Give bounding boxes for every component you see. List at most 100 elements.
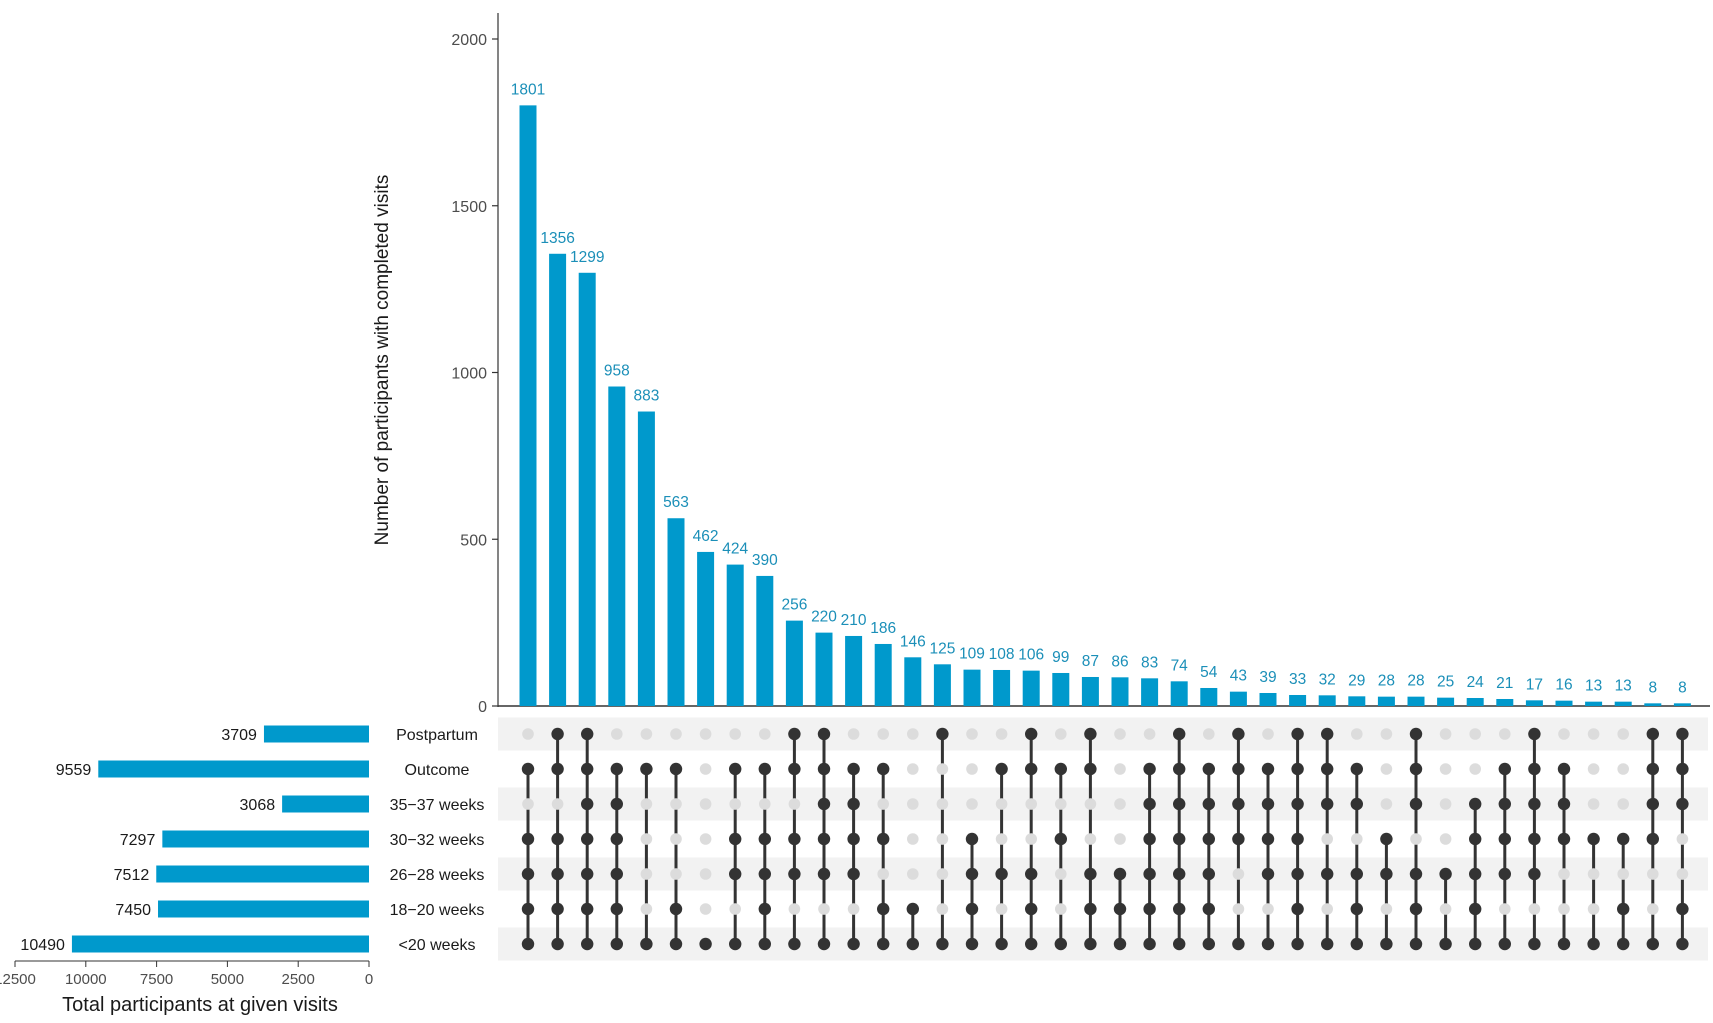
matrix-dot-filled xyxy=(1528,762,1541,776)
intersection-bar xyxy=(608,386,626,706)
y-axis-label: Number of participants with completed vi… xyxy=(372,175,393,546)
intersection-bar xyxy=(874,643,892,706)
matrix-dot-filled xyxy=(551,937,564,951)
matrix-dot-filled xyxy=(1261,937,1275,951)
matrix-dot-empty xyxy=(847,728,860,740)
intersection-bar xyxy=(637,411,655,706)
intersection-bar-label: 74 xyxy=(1171,657,1189,674)
intersection-bar xyxy=(1170,681,1188,706)
matrix-dot-empty xyxy=(936,798,949,810)
matrix-dot-empty xyxy=(847,903,860,915)
matrix-dot-empty xyxy=(1587,728,1600,740)
matrix-dot-empty xyxy=(966,798,978,810)
intersection-bar xyxy=(1229,691,1247,706)
matrix-dot-filled xyxy=(669,762,683,776)
matrix-dot-empty xyxy=(1617,728,1629,740)
matrix-dot-filled xyxy=(1321,937,1334,951)
matrix-dot-filled xyxy=(817,867,831,881)
matrix-dot-empty xyxy=(1025,798,1037,810)
matrix-dot-empty xyxy=(1380,903,1393,915)
intersection-bar-label: 13 xyxy=(1615,678,1632,695)
intersection-bars xyxy=(519,105,1691,707)
matrix-dot-filled xyxy=(1261,867,1275,881)
matrix-dot-filled xyxy=(640,762,653,776)
intersection-bar-label: 256 xyxy=(781,597,807,614)
intersection-bar-label: 25 xyxy=(1437,674,1454,691)
matrix-dot-filled xyxy=(1409,867,1423,881)
matrix-dot-filled xyxy=(1646,727,1660,741)
intersection-bar xyxy=(667,518,685,706)
matrix-dot-filled xyxy=(1380,832,1393,846)
set-size-value: 7450 xyxy=(115,902,151,919)
matrix-dot-empty xyxy=(995,728,1008,740)
set-name-label: <20 weeks xyxy=(399,937,476,954)
matrix-dot-empty xyxy=(611,728,623,740)
matrix-dot-filled xyxy=(1498,867,1512,881)
intersection-bar-label: 54 xyxy=(1200,664,1218,681)
matrix-dot-filled xyxy=(640,937,653,951)
intersection-bar-label: 186 xyxy=(870,620,896,637)
set-size-value: 3709 xyxy=(221,727,257,744)
set-name-label: 26−28 weeks xyxy=(390,867,485,884)
matrix-dot-empty xyxy=(1469,728,1481,740)
intersection-bar xyxy=(1052,672,1070,706)
set-name-label: 18−20 weeks xyxy=(390,902,485,919)
matrix-dot-filled xyxy=(581,727,594,741)
matrix-dot-empty xyxy=(1647,868,1659,880)
matrix-dot-filled xyxy=(965,867,979,881)
matrix-dot-filled xyxy=(817,762,831,776)
matrix-dot-filled xyxy=(1528,867,1541,881)
intersection-bar-label: 28 xyxy=(1407,673,1424,690)
matrix-dot-empty xyxy=(936,868,949,880)
matrix-dot-filled xyxy=(1173,797,1186,811)
matrix-dot-empty xyxy=(640,903,653,915)
matrix-dot-filled xyxy=(1350,937,1364,951)
matrix-dot-empty xyxy=(1351,833,1363,845)
set-name-label: Postpartum xyxy=(396,727,478,744)
matrix-dot-filled xyxy=(758,867,771,881)
matrix-dot-empty xyxy=(1587,763,1600,775)
matrix-dot-empty xyxy=(907,763,919,775)
matrix-dot-empty xyxy=(1528,903,1541,915)
matrix-dot-empty xyxy=(699,833,712,845)
matrix-dot-empty xyxy=(699,868,712,880)
matrix-dot-filled xyxy=(1321,867,1334,881)
intersection-bar xyxy=(756,575,774,706)
matrix-dot-filled xyxy=(788,727,801,741)
matrix-dot-empty xyxy=(1055,903,1067,915)
matrix-dot-empty xyxy=(1380,763,1393,775)
matrix-dot-filled xyxy=(551,832,564,846)
matrix-dot-empty xyxy=(670,728,682,740)
matrix-dot-empty xyxy=(1617,798,1629,810)
matrix-dot-filled xyxy=(1498,797,1512,811)
intersection-bar xyxy=(1289,694,1307,706)
matrix-dot-filled xyxy=(847,797,860,811)
matrix-dot-empty xyxy=(1410,833,1422,845)
intersection-bar-label: 28 xyxy=(1378,673,1395,690)
matrix-dot-filled xyxy=(551,867,564,881)
matrix-dot-empty xyxy=(1439,763,1452,775)
matrix-dot-filled xyxy=(1143,902,1156,916)
matrix-dot-filled xyxy=(758,832,771,846)
matrix-dot-filled xyxy=(1025,937,1038,951)
matrix-dot-filled xyxy=(1054,832,1068,846)
intersection-bar xyxy=(1555,700,1573,706)
matrix-dot-filled xyxy=(1025,762,1038,776)
matrix-dot-filled xyxy=(758,762,771,776)
matrix-dot-filled xyxy=(1380,867,1393,881)
matrix-dot-filled xyxy=(1291,727,1304,741)
matrix-dot-filled xyxy=(1557,832,1571,846)
matrix-dot-empty xyxy=(936,763,949,775)
set-axis-tick-label: 5000 xyxy=(211,971,244,988)
matrix-dot-filled xyxy=(995,937,1008,951)
matrix-dot-filled xyxy=(1469,902,1482,916)
matrix-dot-filled xyxy=(936,937,949,951)
set-size-value: 3068 xyxy=(240,797,276,814)
matrix-dot-filled xyxy=(1202,902,1216,916)
matrix-dot-empty xyxy=(818,903,830,915)
intersection-bar-label: 39 xyxy=(1259,669,1276,686)
matrix-dot-empty xyxy=(1439,833,1452,845)
matrix-dot-filled xyxy=(1557,797,1571,811)
matrix-dot-empty xyxy=(729,903,741,915)
